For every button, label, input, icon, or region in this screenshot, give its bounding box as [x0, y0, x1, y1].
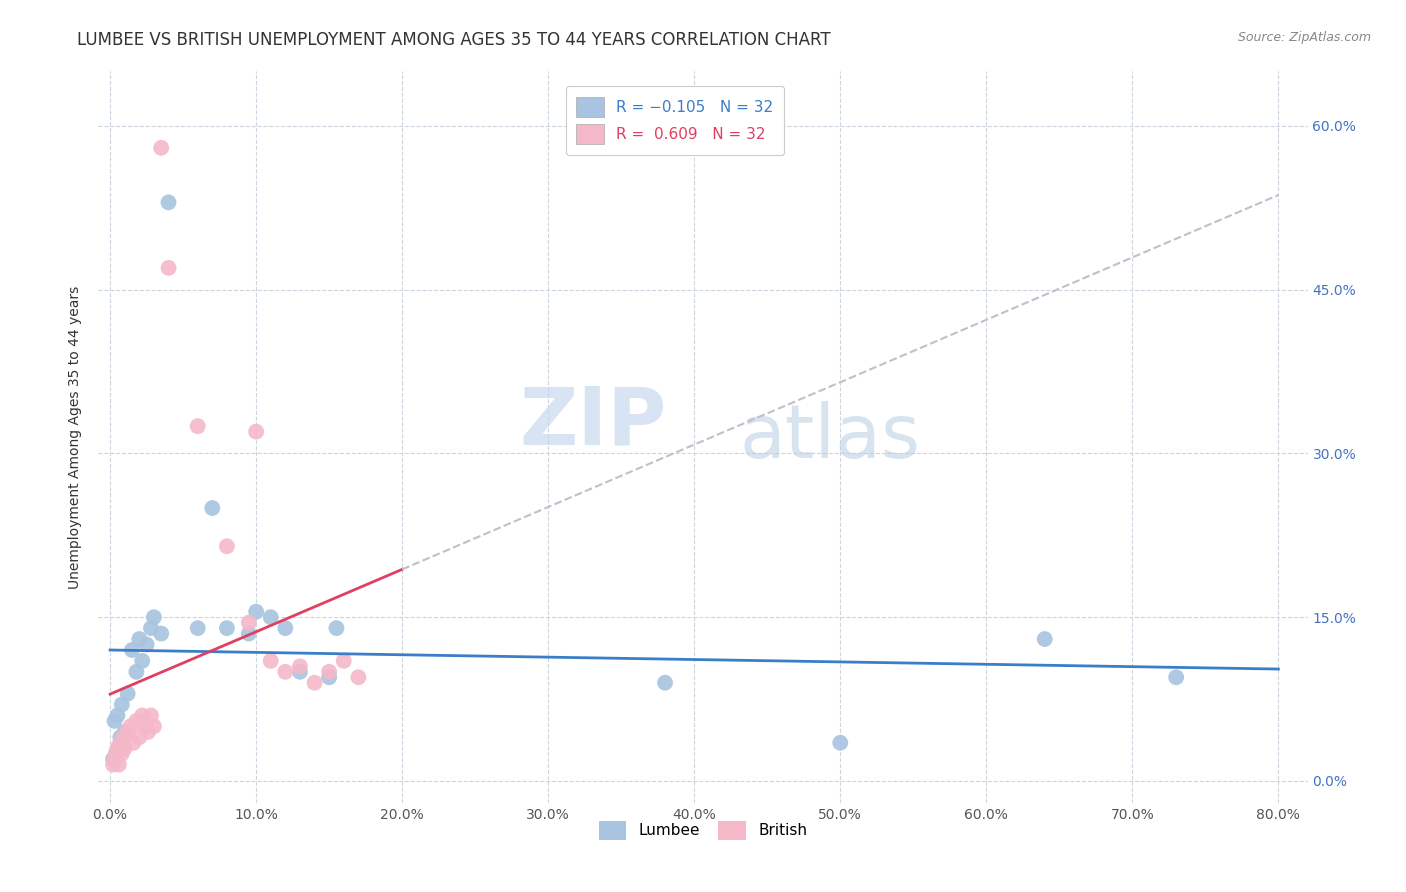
Point — [136, 724, 159, 739]
Point — [104, 747, 127, 761]
Point — [125, 665, 148, 679]
Point — [830, 736, 852, 750]
Point — [108, 757, 131, 772]
Point — [1166, 670, 1188, 684]
Point — [654, 675, 676, 690]
Point — [304, 675, 326, 690]
Point — [104, 747, 127, 761]
Point — [111, 698, 134, 712]
Point — [318, 670, 340, 684]
Text: atlas: atlas — [740, 401, 921, 474]
Point — [125, 714, 148, 728]
Point — [288, 659, 311, 673]
Text: ZIP: ZIP — [519, 384, 666, 461]
Point — [120, 719, 142, 733]
Point — [114, 741, 136, 756]
Point — [288, 665, 311, 679]
Point — [215, 539, 238, 553]
Point — [117, 724, 139, 739]
Point — [111, 747, 134, 761]
Point — [187, 419, 209, 434]
Point — [114, 724, 136, 739]
Point — [139, 621, 162, 635]
Point — [150, 141, 173, 155]
Point — [135, 638, 157, 652]
Point — [142, 610, 165, 624]
Text: Source: ZipAtlas.com: Source: ZipAtlas.com — [1237, 31, 1371, 45]
Point — [347, 670, 370, 684]
Point — [274, 621, 297, 635]
Point — [260, 610, 283, 624]
Point — [122, 736, 145, 750]
Point — [121, 643, 143, 657]
Point — [332, 654, 354, 668]
Point — [101, 752, 124, 766]
Point — [107, 708, 129, 723]
Point — [103, 752, 125, 766]
Point — [107, 741, 129, 756]
Point — [238, 626, 260, 640]
Point — [128, 632, 150, 646]
Point — [139, 708, 162, 723]
Point — [134, 719, 156, 733]
Point — [131, 708, 153, 723]
Point — [274, 665, 297, 679]
Point — [1033, 632, 1056, 646]
Point — [201, 501, 224, 516]
Point — [131, 654, 153, 668]
Point — [110, 736, 132, 750]
Y-axis label: Unemployment Among Ages 35 to 44 years: Unemployment Among Ages 35 to 44 years — [69, 285, 83, 589]
Point — [325, 621, 347, 635]
Point — [238, 615, 260, 630]
Point — [157, 260, 180, 275]
Point — [215, 621, 238, 635]
Point — [108, 741, 131, 756]
Point — [245, 605, 267, 619]
Point — [117, 687, 139, 701]
Point — [128, 731, 150, 745]
Legend: Lumbee, British: Lumbee, British — [593, 814, 813, 847]
Point — [101, 757, 124, 772]
Point — [142, 719, 165, 733]
Text: LUMBEE VS BRITISH UNEMPLOYMENT AMONG AGES 35 TO 44 YEARS CORRELATION CHART: LUMBEE VS BRITISH UNEMPLOYMENT AMONG AGE… — [77, 31, 831, 49]
Point — [187, 621, 209, 635]
Point — [112, 731, 135, 745]
Point — [245, 425, 267, 439]
Point — [110, 731, 132, 745]
Point — [260, 654, 283, 668]
Point — [157, 195, 180, 210]
Point — [103, 714, 125, 728]
Point — [150, 626, 173, 640]
Point — [318, 665, 340, 679]
